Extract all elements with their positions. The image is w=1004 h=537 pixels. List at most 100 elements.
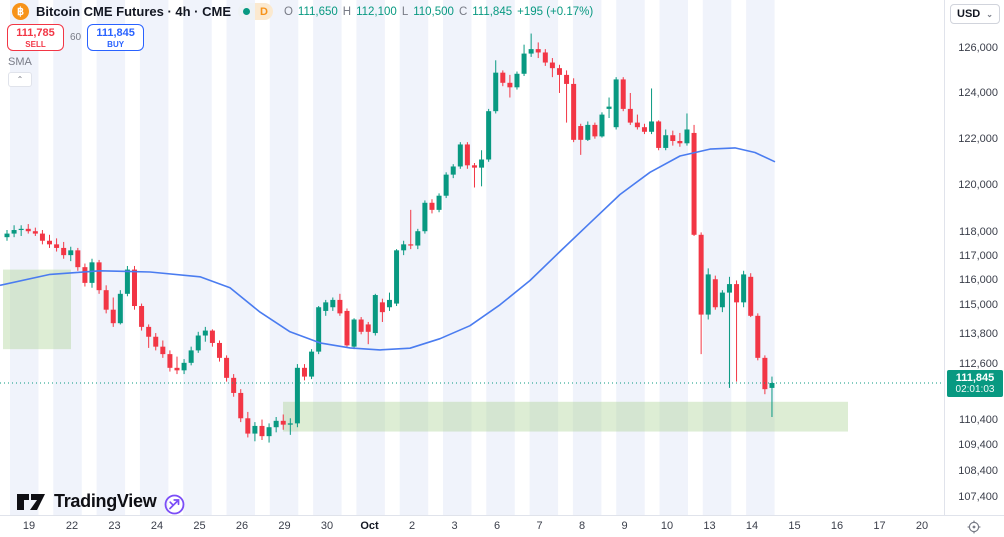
daily-interval-badge[interactable]: D [255,3,273,20]
candle-body [245,418,251,434]
candle-body [323,302,329,311]
time-axis-label: 7 [536,520,543,532]
time-axis[interactable]: 19 22 23 24 25 26 29 30 Oct 2 3 6 7 8 9 10 13 14 15 16 17 20 [0,515,944,537]
candle-body [224,357,230,378]
price-axis-label: 108,400 [958,464,998,477]
candle-body [309,351,315,377]
candlestick-chart[interactable] [0,0,944,515]
spread-value: 60 [70,32,82,43]
candle-body [75,250,81,268]
tradingview-brand-text: TradingView [54,491,157,511]
price-axis-label: 113,800 [959,328,998,341]
candle-body [394,250,400,304]
candle-body [691,132,697,235]
sell-button[interactable]: 111,785 SELL [7,24,64,51]
candle-body [535,49,541,53]
candle-body [174,367,180,371]
price-axis[interactable]: USD ⌄ 111,845 02:01:03 126,000 124,000 122… [944,0,1004,515]
chevron-up-icon: ⌃ [16,75,24,84]
candle-body [365,324,371,332]
time-axis-label: 10 [660,520,674,532]
change-value: +195 (+0.17%) [517,5,594,18]
candle-body [755,315,761,358]
interval-status-pill[interactable]: D [238,3,273,20]
candle-body [11,230,17,234]
candle-body [769,382,775,388]
buy-button[interactable]: 111,845 BUY [87,24,145,51]
session-band [183,0,212,515]
candle-body [556,68,562,75]
candle-body [443,174,449,196]
session-band [746,0,775,515]
candle-body [18,228,24,231]
candle-body [415,231,421,246]
time-axis-label: 13 [703,520,716,532]
candle-body [471,165,477,168]
session-band [96,0,126,515]
candle-body [606,106,612,109]
candle-body [479,159,485,168]
candle-body [748,276,754,316]
candle-body [429,202,435,210]
candle-body [294,367,300,424]
time-axis-label: 16 [830,520,844,532]
candle-body [216,342,222,358]
candle-body [103,290,109,310]
time-axis-label: 14 [745,520,759,532]
candle-body [649,121,655,132]
candle-body [46,240,52,245]
candle-body [337,299,343,314]
time-axis-label: 22 [65,520,79,532]
candle-body [712,279,718,308]
candle-body [54,244,60,248]
candle-body [549,62,555,69]
candle-body [663,135,669,148]
candle-body [188,350,194,363]
session-band [139,0,169,515]
candle-body [493,72,499,112]
support-zone [3,269,71,350]
candle-body [684,129,690,144]
last-price-badge: 111,845 02:01:03 [947,369,1003,397]
candle-body [450,166,456,175]
session-band [616,0,645,515]
candle-body [585,124,591,140]
candle-body [330,299,336,308]
session-band [443,0,472,515]
close-label: C [458,5,468,18]
support-zone [283,401,848,432]
currency-selector[interactable]: USD ⌄ [950,4,1000,24]
candle-body [160,346,166,355]
time-axis-label: 26 [235,520,249,532]
candle-body [564,74,570,84]
time-axis-label: 25 [193,520,206,532]
candle-body [259,425,265,437]
tradingview-watermark[interactable]: TradingView [16,488,185,515]
candle-body [287,423,293,425]
sma-indicator-label[interactable]: SMA [8,56,32,68]
candle-body [181,362,187,371]
candle-body [301,367,307,377]
session-band [313,0,342,515]
candle-body [280,420,286,425]
candle-body [457,144,463,167]
price-axis-label: 109,400 [958,439,998,452]
price-axis-label: 122,000 [958,132,998,145]
chevron-down-icon: ⌄ [986,9,993,19]
axis-settings-icon[interactable] [967,520,981,534]
collapse-legend-button[interactable]: ⌃ [8,72,32,87]
open-chart-arrow-icon[interactable] [164,494,185,515]
candle-body [153,336,159,347]
candle-body [486,111,492,160]
candle-body [202,330,208,336]
symbol-title[interactable]: Bitcoin CME Futures · 4h · CME [36,4,231,19]
candle-body [344,310,350,346]
time-axis-label: Oct [360,520,379,532]
time-axis-label: 8 [578,520,586,532]
candle-body [273,420,279,428]
time-axis-label: 30 [320,520,334,532]
candle-body [372,295,378,334]
session-band [356,0,385,515]
candle-body [39,233,45,241]
